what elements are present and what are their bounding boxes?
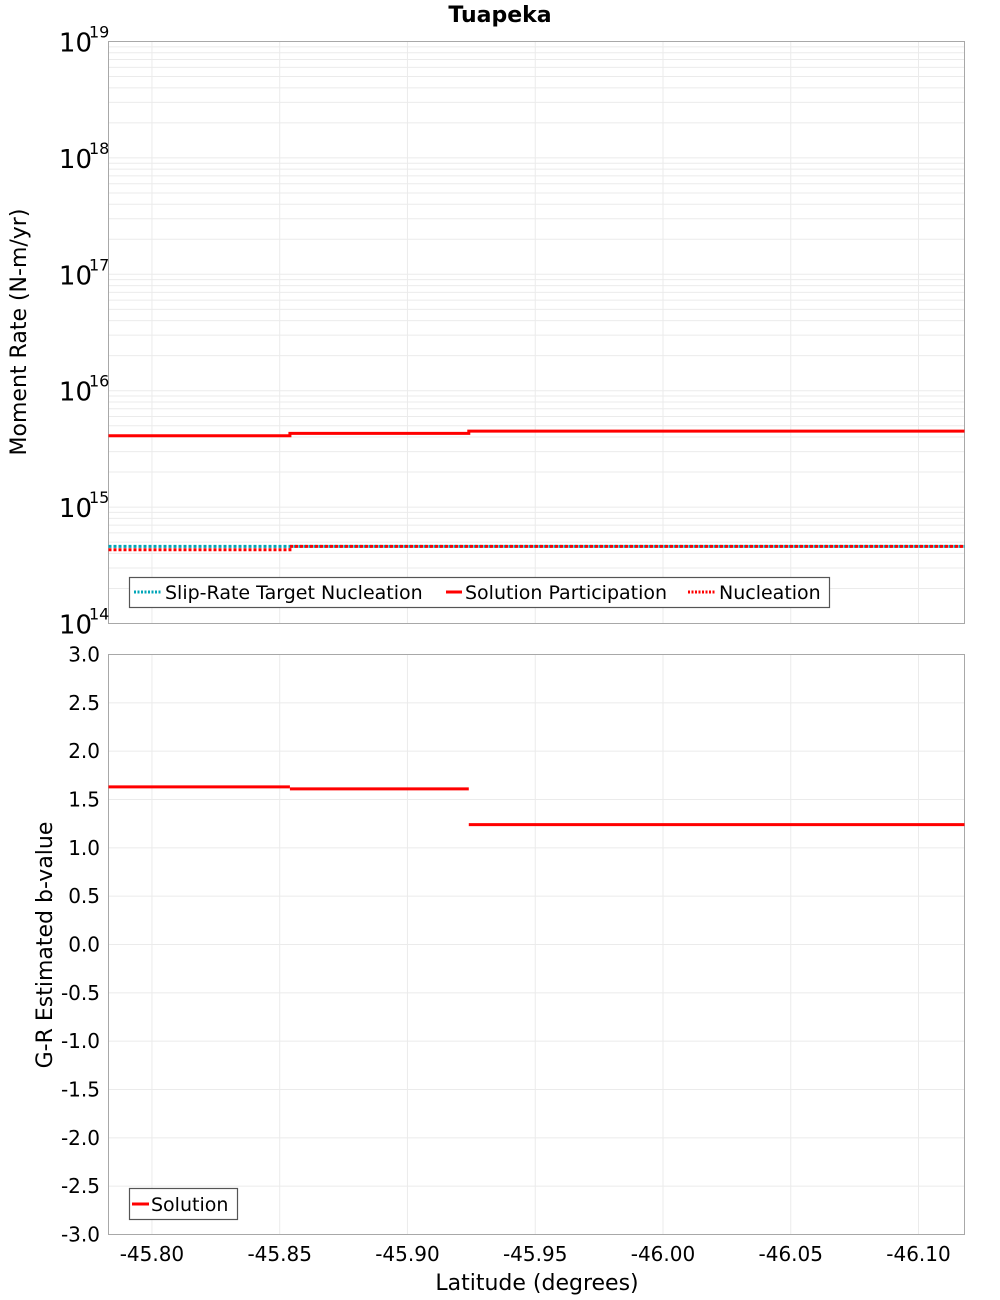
top-grid [109,42,965,624]
bottom-y-axis-label: G-R Estimated b-value [33,822,58,1069]
y-tick-label: 1.0 [68,836,100,860]
x-tick-label: -46.10 [886,1242,950,1266]
x-tick-label: -45.95 [503,1242,567,1266]
y-tick-base: 10 [59,378,92,408]
y-tick-label: 2.5 [68,691,100,715]
y-tick-label: -1.5 [61,1078,100,1102]
x-axis-label: Latitude (degrees) [435,1271,638,1296]
top-series [109,431,965,550]
legend-solution-participation: Solution Participation [465,582,667,604]
x-tick-label: -45.90 [375,1242,439,1266]
bottom-y-tick-labels: 3.0 2.5 2.0 1.5 1.0 0.5 0.0 -0.5 -1.0 -1.5 -2.0 -2.… [61,643,100,1247]
y-tick-base: 10 [59,145,92,175]
x-tick-labels: -45.80 -45.85 -45.90 -45.95 -46.00 -46.05 -46.… [120,1242,951,1266]
chart-title: Tuapeka [448,3,551,28]
y-tick-exponent: 18 [89,139,109,158]
y-tick-label: -3.0 [61,1223,100,1247]
y-tick-label: 2.0 [68,739,100,763]
x-tick-label: -46.05 [759,1242,823,1266]
y-tick-exponent: 16 [89,372,109,391]
bottom-grid [109,655,965,1235]
y-tick-exponent: 14 [89,605,109,624]
y-tick-label: 0.0 [68,933,100,957]
top-y-tick-labels: 101910181017101610151014 [59,23,109,641]
moment-rate-plot: 101910181017101610151014 Moment Rate (N-… [7,23,965,641]
y-tick-label: -2.5 [61,1174,100,1198]
y-tick-base: 10 [59,494,92,524]
y-tick-base: 10 [59,611,92,641]
top-legend: Slip-Rate Target Nucleation Solution Par… [130,578,830,608]
top-plot-frame [109,42,965,624]
y-tick-label: -2.0 [61,1126,100,1150]
y-tick-exponent: 19 [89,23,109,42]
x-tick-label: -45.85 [247,1242,311,1266]
x-tick-label: -46.00 [631,1242,695,1266]
chart-figure: Tuapeka 101910181017101610151014 Moment … [0,0,1000,1300]
y-tick-label: 0.5 [68,884,100,908]
y-tick-base: 10 [59,261,92,291]
y-tick-label: -1.0 [61,1029,100,1053]
y-tick-label: -0.5 [61,981,100,1005]
legend-nucleation: Nucleation [719,582,821,604]
y-tick-base: 10 [59,29,92,59]
bottom-legend: Solution [130,1189,238,1220]
b-value-plot: 3.0 2.5 2.0 1.5 1.0 0.5 0.0 -0.5 -1.0 -1.5 -2.0 -2.… [33,643,965,1297]
y-tick-exponent: 15 [89,488,109,507]
bottom-series [109,787,965,825]
legend-solution: Solution [151,1194,228,1216]
legend-slip-rate-target-nucleation: Slip-Rate Target Nucleation [165,582,423,604]
top-y-axis-label: Moment Rate (N-m/yr) [7,209,32,456]
x-tick-label: -45.80 [120,1242,184,1266]
series-nucleation [109,546,965,549]
y-tick-label: 1.5 [68,788,100,812]
y-tick-label: 3.0 [68,643,100,667]
y-tick-exponent: 17 [89,255,109,274]
series-solution-participation [109,431,965,436]
